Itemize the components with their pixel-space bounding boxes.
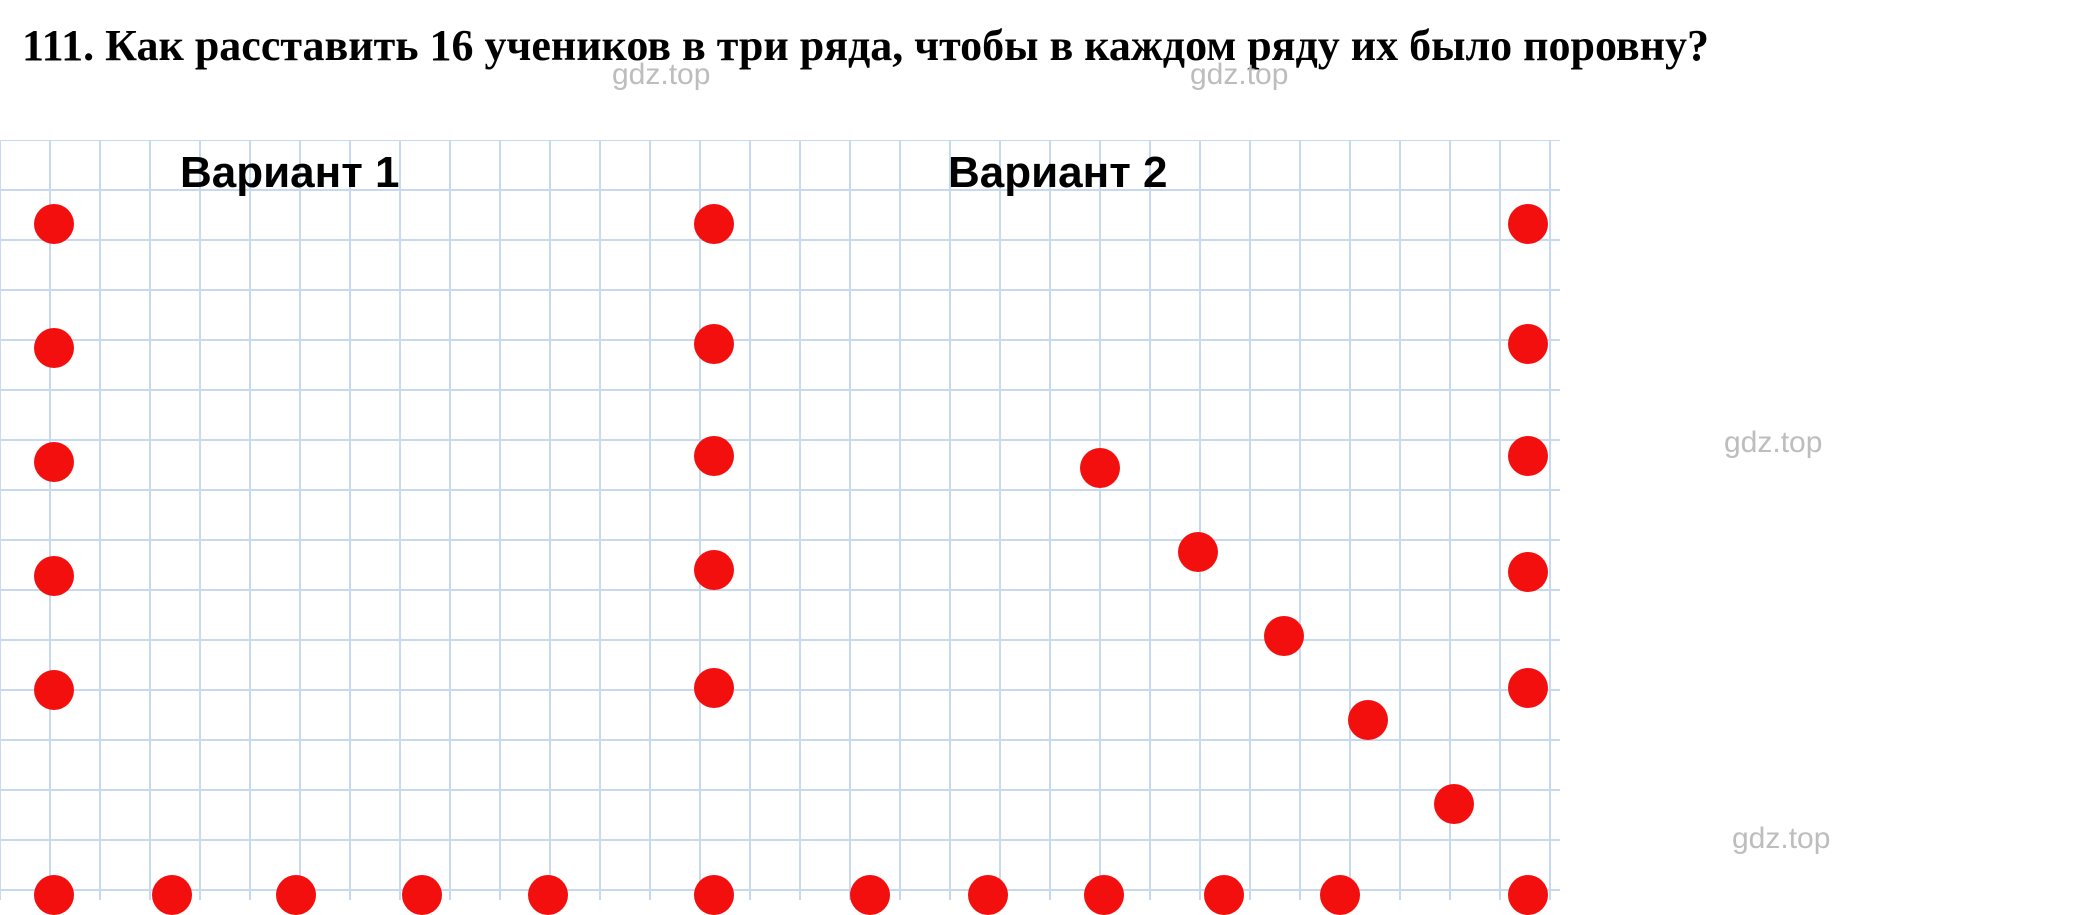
problem-heading: 111. Как расставить 16 учеников в три ря… <box>22 18 1922 73</box>
dot-v1 <box>402 875 442 915</box>
watermark-text: gdz.top <box>1724 426 1822 460</box>
dot-v1 <box>34 875 74 915</box>
dot-v2 <box>850 875 890 915</box>
dot-v1 <box>34 556 74 596</box>
dot-v1 <box>34 204 74 244</box>
problem-number: 111. <box>22 21 94 70</box>
dot-v1 <box>34 328 74 368</box>
dot-v2 <box>1348 700 1388 740</box>
dot-v2 <box>1508 552 1548 592</box>
dot-v2 <box>1204 875 1244 915</box>
dot-v2 <box>1320 875 1360 915</box>
dot-v2 <box>1508 875 1548 915</box>
grid-area: Вариант 1 Вариант 2 <box>0 140 1560 900</box>
dot-v1 <box>694 550 734 590</box>
dot-v2 <box>1508 204 1548 244</box>
dot-v1 <box>694 668 734 708</box>
dot-v2 <box>1178 532 1218 572</box>
variant-label-2: Вариант 2 <box>948 148 1167 198</box>
dot-v1 <box>276 875 316 915</box>
dot-v2 <box>1434 784 1474 824</box>
watermark-text: gdz.top <box>1732 822 1830 856</box>
dot-v1 <box>528 875 568 915</box>
dot-v1 <box>34 442 74 482</box>
dot-v1 <box>694 324 734 364</box>
dot-v1 <box>34 670 74 710</box>
dot-v1 <box>694 875 734 915</box>
dot-v2 <box>1508 436 1548 476</box>
dot-v2 <box>1508 668 1548 708</box>
dot-v2 <box>1508 324 1548 364</box>
dot-v1 <box>152 875 192 915</box>
dot-v1 <box>694 436 734 476</box>
grid-bg <box>0 140 1560 900</box>
dot-v2 <box>968 875 1008 915</box>
problem-text: Как расставить 16 учеников в три ряда, ч… <box>105 21 1709 70</box>
variant-label-1: Вариант 1 <box>180 148 399 198</box>
dot-v2 <box>1080 448 1120 488</box>
dot-v2 <box>1084 875 1124 915</box>
dot-v1 <box>694 204 734 244</box>
dot-v2 <box>1264 616 1304 656</box>
